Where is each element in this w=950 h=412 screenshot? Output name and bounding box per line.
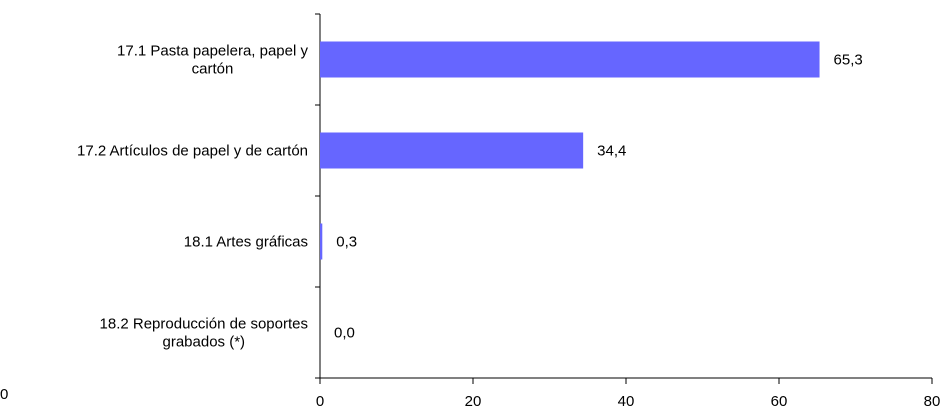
category-label: 17.1 Pasta papelera, papel y cartón bbox=[117, 43, 308, 78]
x-tick-label: 60 bbox=[771, 393, 788, 410]
x-tick-label: 0 bbox=[316, 393, 324, 410]
data-label: 0,3 bbox=[336, 234, 357, 251]
category-label: 18.1 Artes gráficas bbox=[184, 234, 308, 251]
data-label: 34,4 bbox=[597, 143, 626, 160]
bar bbox=[320, 223, 323, 260]
labels: 0 20 40 60 80 65,3 17.1 Pasta papelera, papel … bbox=[77, 43, 940, 411]
data-label: 0,0 bbox=[334, 325, 355, 342]
data-label: 65,3 bbox=[834, 52, 863, 69]
bars bbox=[320, 41, 820, 260]
category-label: 18.2 Reproducción de soportes grabados (*… bbox=[100, 316, 308, 351]
x-tick-label: 20 bbox=[465, 393, 482, 410]
x-tick-label: 80 bbox=[924, 393, 941, 410]
x-tick-label: 40 bbox=[618, 393, 635, 410]
bar bbox=[320, 132, 584, 169]
category-label: 17.2 Artículos de papel y de cartón bbox=[77, 143, 308, 160]
bar bbox=[320, 41, 820, 78]
stray-zero-label: 0 bbox=[0, 386, 9, 403]
